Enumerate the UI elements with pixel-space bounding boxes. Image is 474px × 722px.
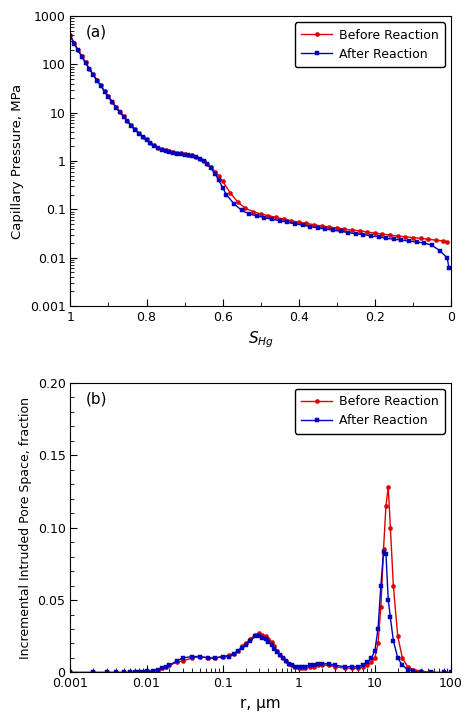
Before Reaction: [448, 668, 454, 677]
After Reaction: [277, 651, 283, 659]
Line: After Reaction: After Reaction: [68, 550, 453, 674]
Line: Before Reaction: Before Reaction: [68, 485, 453, 674]
Legend: Before Reaction, After Reaction: Before Reaction, After Reaction: [295, 22, 445, 67]
X-axis label: r, μm: r, μm: [240, 696, 281, 711]
After Reaction: [446, 264, 452, 273]
After Reaction: [388, 613, 393, 622]
X-axis label: $S_{Hg}$: $S_{Hg}$: [247, 329, 273, 350]
After Reaction: [254, 212, 260, 220]
Y-axis label: Capillary Pressure, MPa: Capillary Pressure, MPa: [11, 84, 24, 238]
Before Reaction: [180, 656, 186, 665]
Before Reaction: [144, 135, 149, 144]
Before Reaction: [385, 483, 391, 492]
After Reaction: [132, 126, 138, 134]
After Reaction: [383, 549, 389, 558]
Before Reaction: [400, 653, 405, 662]
Text: (b): (b): [86, 391, 107, 406]
After Reaction: [381, 548, 386, 557]
Before Reaction: [68, 668, 73, 677]
After Reaction: [448, 668, 454, 677]
Before Reaction: [68, 31, 73, 40]
Before Reaction: [166, 147, 172, 156]
After Reaction: [68, 668, 73, 677]
After Reaction: [400, 661, 405, 669]
Before Reaction: [444, 238, 450, 246]
Before Reaction: [197, 155, 202, 163]
Before Reaction: [235, 646, 241, 655]
Before Reaction: [418, 234, 423, 243]
Before Reaction: [388, 523, 393, 532]
After Reaction: [220, 183, 226, 192]
After Reaction: [106, 93, 111, 102]
Before Reaction: [75, 45, 81, 54]
After Reaction: [180, 653, 186, 662]
Before Reaction: [235, 198, 241, 206]
Y-axis label: Incremental Intruded Pore Space, fraction: Incremental Intruded Pore Space, fractio…: [19, 396, 32, 658]
Before Reaction: [381, 545, 386, 554]
Line: After Reaction: After Reaction: [68, 35, 451, 271]
After Reaction: [68, 32, 73, 40]
After Reaction: [235, 646, 241, 655]
Line: Before Reaction: Before Reaction: [68, 33, 449, 244]
After Reaction: [277, 217, 283, 225]
Before Reaction: [277, 651, 283, 659]
After Reaction: [159, 146, 164, 155]
Text: (a): (a): [86, 25, 107, 40]
Legend: Before Reaction, After Reaction: Before Reaction, After Reaction: [295, 389, 445, 434]
